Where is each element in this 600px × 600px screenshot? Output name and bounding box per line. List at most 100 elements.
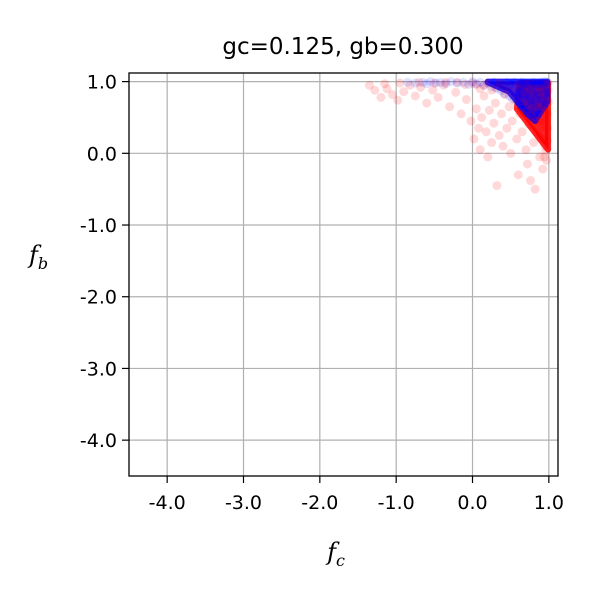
scatter-point: [534, 130, 544, 140]
x-tick-label: 0.0: [457, 492, 487, 514]
scatter-point: [519, 87, 529, 97]
scatter-point: [466, 116, 476, 126]
scatter-point: [521, 79, 531, 89]
scatter-point: [540, 77, 550, 87]
scatter-point: [535, 152, 545, 162]
scatter-point: [541, 147, 551, 157]
scatter-point: [452, 78, 462, 88]
scatter-point: [483, 78, 493, 88]
scatter-point: [543, 97, 553, 107]
scatter-point: [497, 109, 507, 119]
y-tick-label: -2.0: [80, 287, 117, 309]
scatter-point: [539, 90, 549, 100]
scatter-point: [475, 84, 485, 94]
scatter-point: [506, 87, 516, 97]
y-tick-label: 0.0: [87, 143, 117, 165]
scatter-point: [446, 77, 456, 87]
scatter-point: [414, 77, 424, 87]
scatter-point: [410, 78, 420, 88]
scatter-point: [516, 82, 526, 92]
scatter-point: [513, 80, 523, 90]
scatter-point: [431, 78, 441, 88]
x-tick-label: 1.0: [534, 492, 564, 514]
scatter-point: [538, 84, 548, 94]
dense-point-regions: [484, 78, 552, 153]
scatter-point: [364, 80, 374, 90]
scatter-point: [483, 152, 493, 162]
scatter-point: [530, 85, 540, 95]
scatter-point: [387, 90, 397, 100]
scatter-point: [475, 145, 485, 155]
scatter-point: [484, 105, 494, 115]
scatter-point: [542, 155, 552, 165]
scatter-point: [538, 164, 548, 174]
scatter-point: [525, 85, 535, 95]
scatter-point: [441, 77, 451, 87]
scatter-point: [536, 95, 546, 105]
scatter-point: [521, 145, 531, 155]
scatter-point: [504, 102, 514, 112]
scatter-point: [416, 82, 426, 92]
scatter-point: [527, 104, 537, 114]
scatter-point: [428, 85, 438, 95]
scatter-point: [471, 79, 481, 89]
dense-region: [484, 78, 551, 125]
scatter-point: [494, 78, 504, 88]
scatter-point: [543, 78, 553, 88]
scatter-point: [433, 92, 443, 102]
scatter-point: [532, 127, 542, 137]
scatter-point: [529, 77, 539, 87]
scatter-point: [542, 87, 552, 97]
scatter-point: [515, 109, 525, 119]
scatter-point: [512, 97, 522, 107]
scatter-point: [451, 87, 461, 97]
scatter-point: [460, 79, 470, 89]
scatter-point: [542, 123, 552, 133]
scatter-point: [487, 85, 497, 95]
scatter-point: [468, 77, 478, 87]
scatter-point: [393, 95, 403, 105]
scatter-point: [520, 107, 530, 117]
scatter-point: [458, 77, 468, 87]
x-tick-label: -4.0: [149, 492, 186, 514]
scatter-point: [533, 91, 543, 101]
scatter-point: [441, 79, 451, 89]
scatter-point: [541, 80, 551, 90]
scatter-point: [429, 78, 439, 88]
scatter-point: [539, 127, 549, 137]
scatter-point: [524, 108, 534, 118]
scatter-point: [524, 120, 534, 130]
scatter-point: [540, 141, 550, 151]
scatter-point: [526, 176, 536, 186]
scatter-point: [498, 84, 508, 94]
scatter-point: [515, 100, 525, 110]
scatter-point: [536, 134, 546, 144]
scatter-point: [489, 118, 499, 128]
scatter-point: [471, 104, 481, 114]
scatter-point: [418, 77, 428, 87]
scatter-point: [492, 84, 502, 94]
scatter-point: [529, 138, 539, 148]
scatter-point: [542, 80, 552, 90]
scatter-point: [526, 80, 536, 90]
scatter-point: [537, 91, 547, 101]
scatter-point: [509, 84, 519, 94]
scatter-point: [445, 102, 455, 112]
scatter-point: [532, 104, 542, 114]
scatter-point: [536, 77, 546, 87]
x-tick-label: -2.0: [301, 492, 338, 514]
scatter-point: [490, 82, 500, 92]
scatter-point: [380, 79, 390, 89]
scatter-point: [513, 170, 523, 180]
x-tick-label: -1.0: [378, 492, 415, 514]
scatter-point: [534, 82, 544, 92]
scatter-point: [528, 92, 538, 102]
scatter-point: [438, 80, 448, 90]
scatter-point: [509, 77, 519, 87]
scatter-point: [509, 95, 519, 105]
chart-title: gc=0.125, gb=0.300: [222, 34, 463, 60]
scatter-point: [422, 98, 432, 108]
scatter-point: [506, 148, 516, 158]
scatter-point: [399, 87, 409, 97]
scatter-point: [498, 80, 508, 90]
